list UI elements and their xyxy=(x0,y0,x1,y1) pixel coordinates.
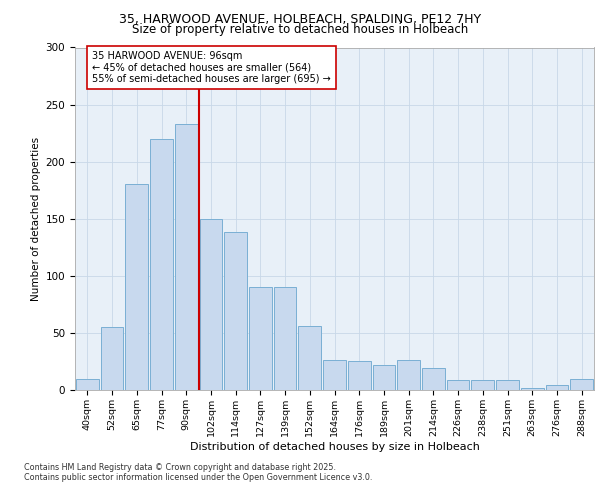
Bar xyxy=(200,219,222,390)
Text: Contains public sector information licensed under the Open Government Licence v3: Contains public sector information licen… xyxy=(24,472,373,482)
Bar xyxy=(422,368,445,390)
Text: 35 HARWOOD AVENUE: 96sqm
← 45% of detached houses are smaller (564)
55% of semi-: 35 HARWOOD AVENUE: 96sqm ← 45% of detach… xyxy=(92,51,331,84)
Bar xyxy=(274,287,296,390)
Bar xyxy=(496,380,519,390)
Bar xyxy=(348,362,371,390)
Bar xyxy=(125,184,148,390)
Text: Size of property relative to detached houses in Holbeach: Size of property relative to detached ho… xyxy=(132,22,468,36)
Bar xyxy=(397,360,420,390)
Bar xyxy=(570,378,593,390)
Bar xyxy=(521,388,544,390)
Bar xyxy=(249,287,272,390)
Bar xyxy=(373,365,395,390)
Bar xyxy=(224,232,247,390)
Bar xyxy=(76,378,99,390)
X-axis label: Distribution of detached houses by size in Holbeach: Distribution of detached houses by size … xyxy=(190,442,479,452)
Bar xyxy=(175,124,197,390)
Bar xyxy=(447,380,469,390)
Bar xyxy=(472,380,494,390)
Text: 35, HARWOOD AVENUE, HOLBEACH, SPALDING, PE12 7HY: 35, HARWOOD AVENUE, HOLBEACH, SPALDING, … xyxy=(119,12,481,26)
Y-axis label: Number of detached properties: Number of detached properties xyxy=(31,136,41,301)
Bar xyxy=(150,139,173,390)
Bar xyxy=(323,360,346,390)
Bar xyxy=(101,327,124,390)
Bar xyxy=(545,386,568,390)
Text: Contains HM Land Registry data © Crown copyright and database right 2025.: Contains HM Land Registry data © Crown c… xyxy=(24,462,336,471)
Bar xyxy=(298,326,321,390)
